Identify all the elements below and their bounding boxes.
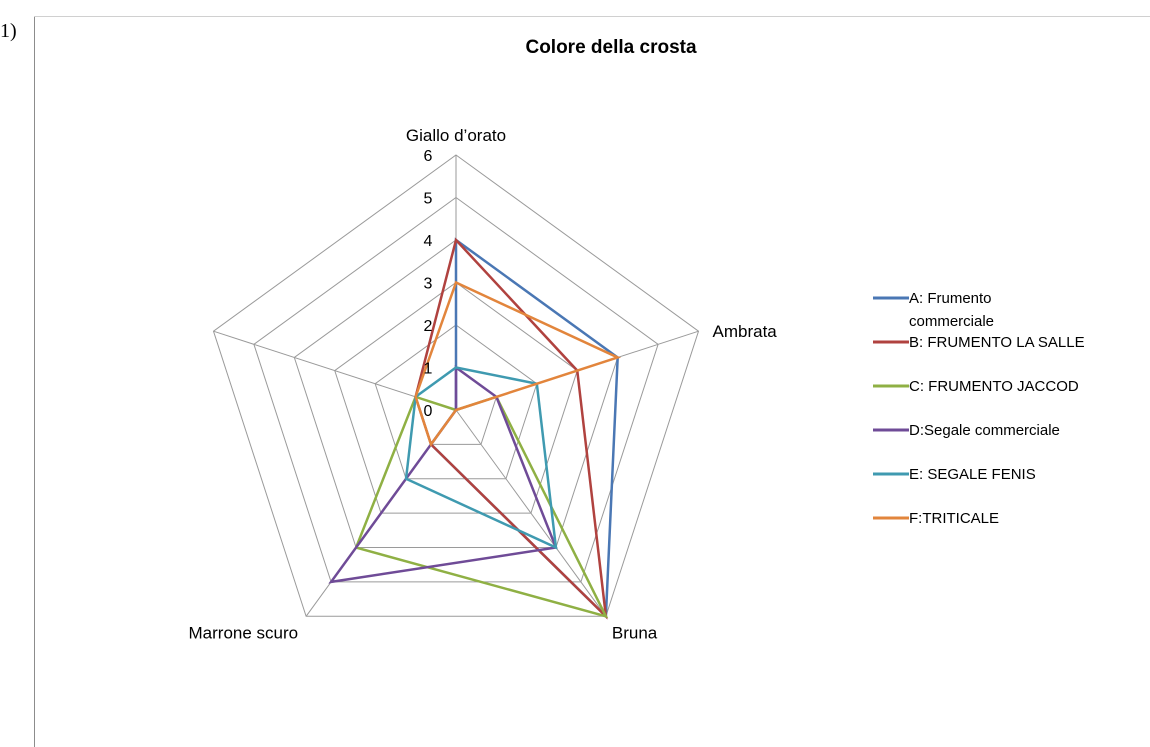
series-line-d bbox=[328, 365, 558, 584]
series-line-e bbox=[404, 366, 558, 550]
legend-item-c: C: FRUMENTO JACCOD bbox=[873, 378, 1079, 395]
legend-label: commerciale bbox=[909, 313, 994, 330]
grid-ring-2 bbox=[374, 324, 538, 480]
legend-label: D:Segale commerciale bbox=[909, 422, 1060, 439]
list-marker: 1) bbox=[0, 20, 17, 42]
radar-series bbox=[328, 237, 622, 620]
series-line-f bbox=[414, 280, 622, 448]
axis-label-3: Marrone scuro bbox=[189, 623, 299, 642]
grid-ring-5 bbox=[253, 196, 659, 583]
chart-frame-left-border bbox=[34, 16, 35, 747]
legend-item-b: B: FRUMENTO LA SALLE bbox=[873, 334, 1085, 351]
legend-label: B: FRUMENTO LA SALLE bbox=[909, 334, 1085, 351]
radial-tick-labels: 0 1 2 3 4 5 6 bbox=[424, 148, 433, 420]
tick-label-4: 4 bbox=[424, 233, 433, 250]
tick-label-5: 5 bbox=[424, 191, 433, 208]
legend-item-f: F:TRITICALE bbox=[873, 510, 999, 527]
legend: A: Frumento commerciale B: FRUMENTO LA SAL… bbox=[873, 290, 1085, 527]
spoke-2 bbox=[455, 409, 607, 617]
grid-ring-6 bbox=[212, 154, 700, 617]
legend-item-a: A: Frumento commerciale bbox=[873, 290, 994, 330]
chart-frame-top-border bbox=[34, 16, 1150, 17]
grid-ring-3 bbox=[334, 281, 578, 514]
tick-label-1: 1 bbox=[424, 361, 433, 378]
legend-label: E: SEGALE FENIS bbox=[909, 466, 1036, 483]
legend-label: A: Frumento bbox=[909, 290, 992, 307]
chart-title: Colore della crosta bbox=[525, 37, 696, 58]
legend-label: F:TRITICALE bbox=[909, 510, 999, 527]
axis-label-2: Bruna bbox=[612, 623, 658, 642]
axis-label-1: Ambrata bbox=[713, 322, 778, 341]
legend-item-e: E: SEGALE FENIS bbox=[873, 466, 1036, 483]
series-line-a bbox=[429, 237, 619, 620]
axis-category-labels: Giallo d’orato Ambrata Bruna Marrone scuro bbox=[189, 126, 778, 642]
tick-label-6: 6 bbox=[424, 148, 433, 165]
legend-item-d: D:Segale commerciale bbox=[873, 422, 1060, 439]
axis-label-0: Giallo d’orato bbox=[406, 126, 506, 145]
tick-label-3: 3 bbox=[424, 276, 433, 293]
tick-label-0: 0 bbox=[424, 403, 433, 420]
series-line-c bbox=[354, 395, 609, 619]
legend-label: C: FRUMENTO JACCOD bbox=[909, 378, 1079, 395]
tick-label-2: 2 bbox=[424, 318, 433, 335]
